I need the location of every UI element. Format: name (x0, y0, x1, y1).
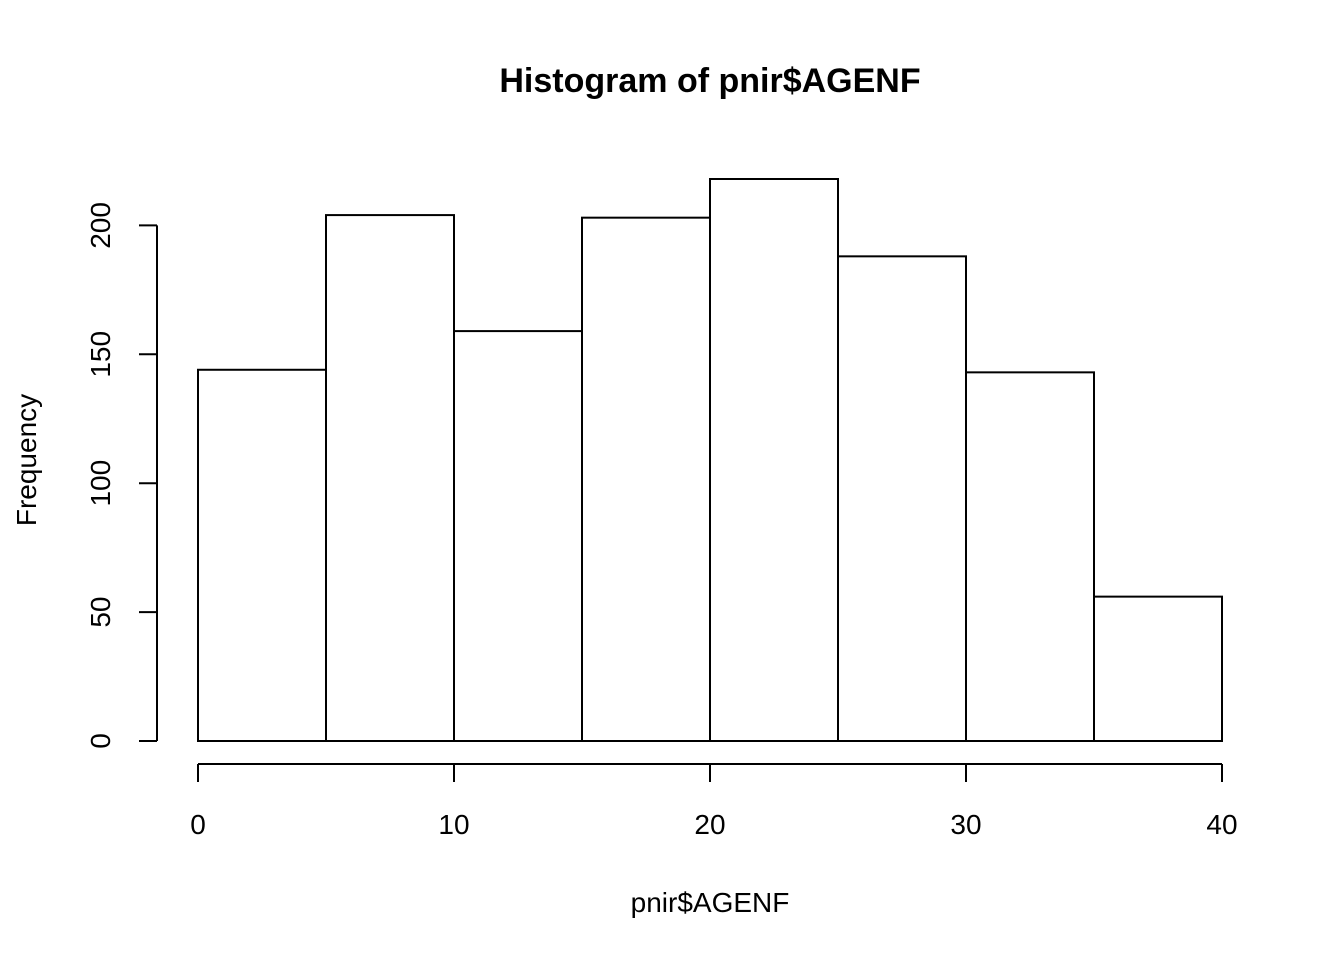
y-tick-label: 50 (85, 597, 116, 628)
chart-title: Histogram of pnir$AGENF (499, 62, 920, 100)
histogram-bar (965, 371, 1095, 742)
y-tick-label: 200 (85, 202, 116, 249)
x-tick-label: 0 (190, 809, 206, 840)
x-ticks-group: 0 10 20 30 40 (190, 764, 1238, 840)
y-tick-label: 150 (85, 331, 116, 378)
histogram-bar (581, 216, 711, 742)
bars-group (197, 178, 1223, 743)
histogram-bar (197, 368, 327, 742)
x-tick-label: 20 (694, 809, 725, 840)
x-axis-label: pnir$AGENF (631, 887, 790, 918)
x-tick-label: 30 (950, 809, 981, 840)
histogram-bar (837, 255, 967, 742)
y-ticks-group: 0 50 100 150 200 (85, 202, 157, 749)
x-tick-label: 40 (1206, 809, 1237, 840)
x-axis: 0 10 20 30 40 (190, 763, 1238, 840)
x-tick-label: 10 (438, 809, 469, 840)
histogram-bar (1093, 595, 1223, 743)
y-axis-label: Frequency (11, 394, 42, 526)
y-tick-label: 100 (85, 460, 116, 507)
histogram-bar (453, 330, 583, 742)
histogram-bar (325, 214, 455, 742)
y-tick-label: 0 (85, 733, 116, 749)
histogram-bar (709, 178, 839, 742)
y-axis: 0 50 100 150 200 (85, 202, 158, 749)
